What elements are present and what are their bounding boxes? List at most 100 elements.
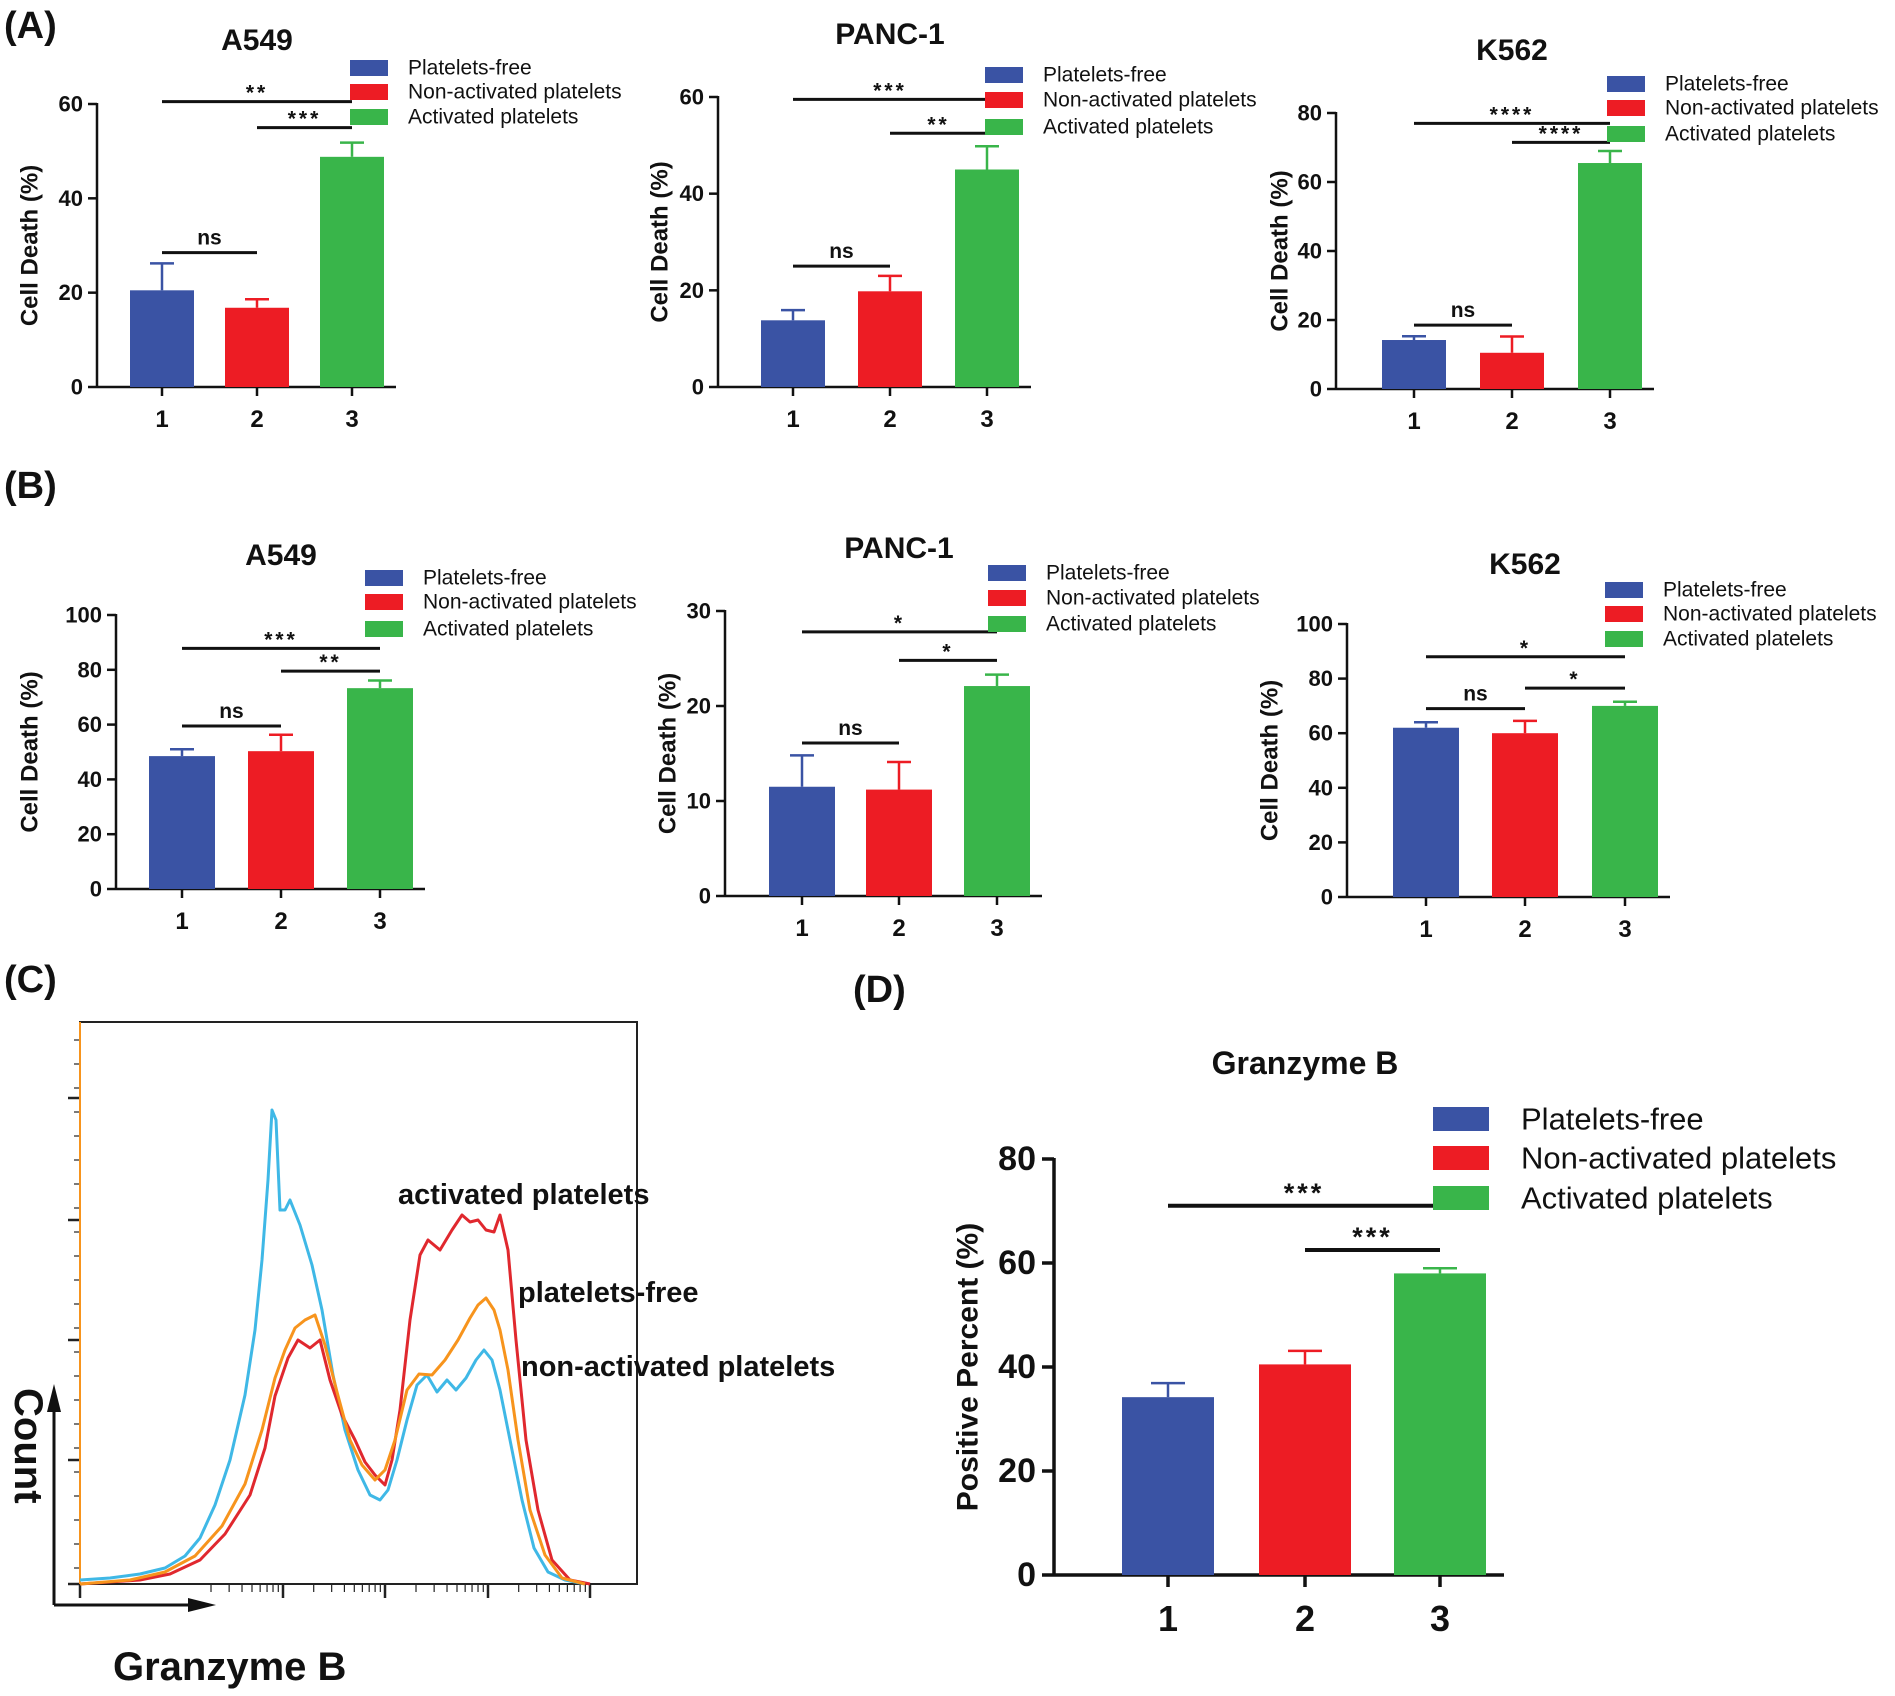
x-tick-label: 3 [1618,916,1631,943]
x-tick-label: 1 [155,406,168,433]
legend-label-3: Activated platelets [423,618,593,641]
legend-label-2: Non-activated platelets [1663,603,1877,626]
x-tick-label: 2 [1505,408,1518,435]
bar-1 [1393,727,1459,897]
legend-swatch-1 [1433,1107,1489,1131]
bar-1 [149,756,215,889]
x-tick-label: 2 [1295,1598,1315,1639]
significance-label-3: ns [1451,299,1476,322]
significance-label-3: ns [1463,683,1488,706]
legend-label-1: Platelets-free [1663,579,1787,602]
x-tick-label: 3 [980,406,993,433]
histogram-curve-platelets-free-blue [79,1108,586,1586]
significance-label-1: *** [264,628,298,651]
chart-title: K562 [1489,548,1561,581]
bar-3 [964,686,1030,896]
y-tick-label: 40 [78,767,102,792]
y-axis-label: Cell Death (%) [17,165,44,326]
significance-label-2: * [942,640,953,663]
legend-swatch-2 [985,92,1023,108]
panel-label-c: (C) [4,959,57,1001]
y-tick-label: 60 [78,712,102,737]
histogram-curve-orange [79,1296,586,1586]
y-tick-label: 60 [59,92,83,117]
legend-swatch-2 [365,594,403,610]
bar-3 [320,156,384,387]
bar-3 [1578,163,1642,389]
x-tick-label: 1 [1419,916,1432,943]
x-tick-label: 2 [274,908,287,935]
significance-label-2: **** [1539,122,1584,145]
legend-swatch-2 [1607,100,1645,116]
legend-swatch-1 [1607,76,1645,92]
y-tick-label: 0 [90,877,102,902]
legend-swatch-1 [988,565,1026,581]
y-tick-label: 100 [1296,612,1333,637]
legend-label-3: Activated platelets [408,106,578,129]
bar-2 [1492,733,1558,897]
y-tick-label: 40 [1309,775,1333,800]
legend-swatch-3 [350,109,388,125]
histogram-y-label: Count [6,1388,50,1504]
significance-label-1: * [894,612,905,635]
y-tick-label: 80 [1309,666,1333,691]
bar-3 [955,169,1019,387]
legend-swatch-3 [1607,126,1645,142]
significance-label-2: *** [1352,1222,1393,1252]
panel-label-b: (B) [4,465,57,507]
x-tick-label: 1 [1407,408,1420,435]
y-axis-label: Cell Death (%) [1267,170,1294,331]
legend-label-2: Non-activated platelets [1046,587,1260,610]
legend-label-3: Activated platelets [1521,1181,1773,1216]
x-tick-label: 2 [883,406,896,433]
chart-title: K562 [1476,34,1548,67]
bar-3 [1394,1273,1486,1575]
x-tick-label: 1 [786,406,799,433]
y-tick-label: 0 [71,375,83,400]
legend-swatch-1 [350,60,388,76]
legend-swatch-1 [1605,582,1643,598]
y-tick-label: 80 [1298,101,1322,126]
chart-title: Granzyme B [1212,1045,1399,1081]
legend-label-3: Activated platelets [1043,116,1213,139]
legend-swatch-3 [988,616,1026,632]
chart-a-k562: K562 Cell Death (%) 0 20 40 60 80 1 2 3 ******** ns… [1267,34,1879,435]
label-activated-platelets: activated platelets [398,1179,649,1211]
legend-label-2: Non-activated platelets [1521,1141,1836,1176]
histogram-granzyme-b: Count Granzyme B activated platelets pla… [6,1021,835,1689]
y-tick-label: 20 [78,822,102,847]
y-tick-label: 0 [699,884,711,909]
significance-label-3: ns [829,240,854,263]
y-tick-label: 40 [680,181,704,206]
y-axis-label: Cell Death (%) [647,161,674,322]
significance-label-1: **** [1490,103,1535,126]
bar-2 [858,291,922,387]
chart-title: A549 [221,24,293,57]
bar-2 [248,751,314,889]
significance-label-1: * [1520,637,1531,660]
y-tick-label: 20 [1298,308,1322,333]
histogram-y-ticks [68,1039,80,1586]
legend-swatch-2 [1433,1146,1489,1170]
y-axis-label: Cell Death (%) [1257,680,1284,841]
y-tick-label: 40 [59,186,83,211]
chart-title: A549 [245,539,317,572]
panel-label-a: (A) [4,5,57,47]
legend-label-3: Activated platelets [1663,628,1833,651]
significance-label-3: ns [197,227,222,250]
y-tick-label: 10 [687,789,711,814]
chart-title: PANC-1 [835,18,944,51]
legend-label-2: Non-activated platelets [408,81,622,104]
significance-label-1: *** [1284,1178,1325,1208]
significance-label-3: ns [838,717,863,740]
y-tick-label: 0 [1310,377,1322,402]
legend-label-1: Platelets-free [408,57,532,80]
legend-label-1: Platelets-free [1046,562,1170,585]
histogram-x-ticks [78,1022,592,1598]
legend-label-1: Platelets-free [1521,1102,1704,1137]
y-tick-label: 80 [998,1140,1036,1178]
legend-swatch-3 [1433,1186,1489,1210]
legend-label-2: Non-activated platelets [1665,97,1879,120]
